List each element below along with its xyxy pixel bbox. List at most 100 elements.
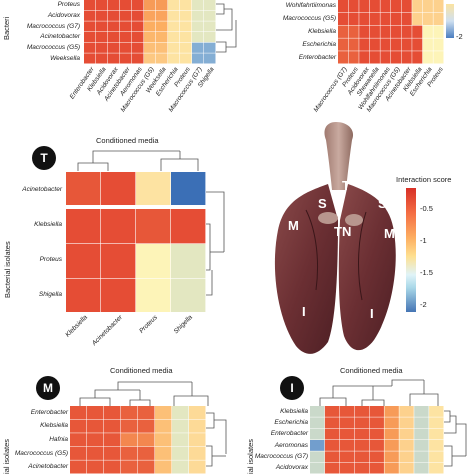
- panel-i-cell: [310, 428, 325, 440]
- lung-label-m-right: M: [384, 226, 395, 241]
- panel-m-badge: M: [36, 376, 60, 400]
- panel-t-cell: [101, 209, 136, 244]
- top-left-cell: [108, 21, 120, 32]
- top-right-cell: [401, 51, 412, 64]
- top-left-cell: [144, 0, 156, 11]
- panel-i-cell: [339, 440, 355, 451]
- panel-m-cell: [189, 433, 206, 447]
- panel-i-cell: [384, 417, 399, 429]
- panel-i-cell: [324, 406, 340, 417]
- top-left-cell: [180, 53, 192, 64]
- panel-i-cell: [414, 428, 429, 440]
- panel-m-cell: [189, 460, 206, 474]
- top-right-cell: [369, 12, 380, 26]
- panel-i-cell: [414, 406, 429, 417]
- panel-i-top-dendrogram: [319, 379, 439, 406]
- top-left-cell: [84, 32, 96, 43]
- panel-m-cell: [155, 433, 172, 447]
- panel-i-cell: [384, 440, 399, 451]
- panel-i-row-label: Escherichia: [274, 419, 308, 426]
- panel-t-cell: [136, 172, 171, 205]
- panel-t-cell: [66, 209, 101, 244]
- top-right-cell: [380, 38, 391, 51]
- panel-i-cell: [354, 428, 370, 440]
- panel-i-cell: [369, 440, 384, 451]
- panel-t-ylabel: Bacterial isolates: [3, 241, 12, 298]
- panel-m-cell: [138, 446, 155, 460]
- panel-t-row-label: Acinetobacter: [22, 185, 62, 193]
- top-left-cell: [156, 42, 168, 53]
- top-left-cell: [192, 21, 204, 32]
- lung-label-s-right: S: [378, 196, 387, 211]
- panel-i-cell: [324, 417, 340, 429]
- panel-m-cell: [172, 460, 189, 474]
- panel-m-cell: [87, 419, 104, 433]
- panel-m-row-label: Enterobacter: [30, 408, 68, 416]
- top-right-cell: [359, 25, 370, 38]
- panel-t-cell: [136, 209, 171, 244]
- top-left-cell: [180, 21, 192, 32]
- top-left-cell: [132, 42, 144, 53]
- legend-tick-1: -1: [420, 236, 427, 245]
- panel-i-cell: [384, 428, 399, 440]
- top-left-cell: [180, 32, 192, 43]
- panel-m-cell: [121, 460, 138, 474]
- top-right-cell: [348, 25, 359, 38]
- top-left-cell: [84, 42, 96, 53]
- panel-i-cell: [339, 417, 355, 429]
- top-left-cell: [204, 42, 216, 53]
- panel-t-column-label: Acinetobacter: [90, 314, 124, 348]
- panel-m-row-label: Acinetobacter: [28, 463, 68, 471]
- panel-m-cell: [104, 433, 121, 447]
- top-left-cell: [168, 32, 180, 43]
- top-right-cell: [359, 51, 370, 64]
- top-left-cell: [192, 32, 204, 43]
- top-left-cell: [120, 53, 132, 64]
- panel-i-cell: [310, 451, 325, 463]
- top-left-cell: [132, 53, 144, 64]
- panel-m-row-labels: Enterobacter Klebsiella Hafnia Macrococcus …: [12, 406, 70, 474]
- panel-m-cell: [104, 460, 121, 474]
- lung-label-s-left: S: [318, 196, 327, 211]
- top-right-row-label: Enterobacter: [298, 53, 336, 61]
- top-right-cell: [369, 25, 380, 38]
- panel-i-badge: I: [280, 376, 304, 400]
- panel-m-cell: [172, 433, 189, 447]
- panel-t-column-label: Proteus: [137, 314, 159, 335]
- top-right-row-label: Escherichia: [302, 40, 336, 48]
- top-left-heatmap-panel: Bacteri Proteus Acidovorax Macrococcus (G7…: [0, 0, 240, 130]
- interaction-score-legend-title: Interaction score: [396, 175, 452, 184]
- top-right-cell: [391, 38, 402, 51]
- panel-i-cell: [369, 428, 384, 440]
- top-right-cell: [338, 38, 349, 51]
- top-left-cell: [96, 32, 108, 43]
- panel-i-cell: [399, 451, 414, 463]
- top-left-row-label: Proteus: [57, 1, 80, 9]
- panel-m-cell: [155, 460, 172, 474]
- top-left-cell: [168, 10, 180, 21]
- top-right-cell: [338, 0, 349, 13]
- panel-t-row-label: Proteus: [39, 255, 62, 263]
- top-left-cell: [168, 0, 180, 11]
- panel-m-cell: [104, 446, 121, 460]
- panel-t-row-labels: Acinetobacter Klebsiella Proteus Shigella: [14, 172, 64, 312]
- panel-i-cell: [369, 406, 384, 417]
- top-right-cell: [338, 51, 349, 64]
- top-left-heatmap-grid: [84, 0, 216, 64]
- top-left-cell: [180, 0, 192, 11]
- top-right-cell: [391, 0, 402, 13]
- panel-i-cell: [414, 462, 429, 474]
- top-left-cell: [192, 0, 204, 11]
- panel-t-column-label: Shigella: [172, 314, 194, 336]
- panel-m-cell: [121, 446, 138, 460]
- panel-m-cell: [87, 446, 104, 460]
- panel-m-cell: [104, 419, 121, 433]
- top-left-cell: [96, 53, 108, 64]
- top-left-cell: [120, 10, 132, 21]
- top-left-cell: [120, 42, 132, 53]
- panel-i-cell: [310, 406, 325, 417]
- top-left-ylabel: Bacteri: [2, 16, 11, 40]
- top-left-cell: [108, 10, 120, 21]
- panel-i-cell: [429, 440, 444, 451]
- panel-i-heatmap-grid: [310, 406, 444, 474]
